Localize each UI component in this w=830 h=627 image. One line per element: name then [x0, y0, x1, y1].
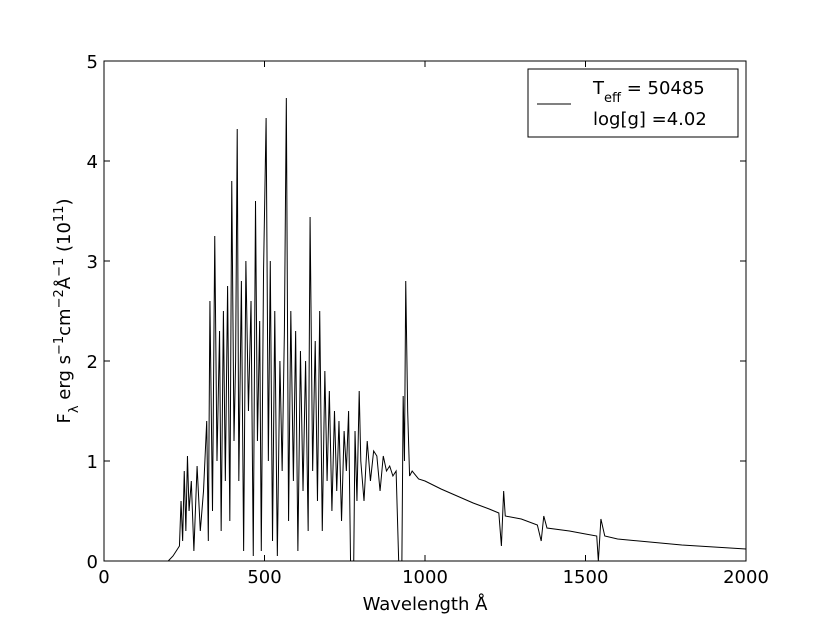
y-tick-label: 2	[87, 352, 98, 373]
label-part: −1	[52, 258, 67, 277]
label-part: −2	[52, 289, 67, 308]
x-axis-label: Wavelength Å	[363, 593, 489, 615]
label-part: 11	[52, 206, 67, 223]
label-part: eff	[604, 91, 622, 106]
y-tick-label: 0	[87, 552, 98, 573]
plot-area	[167, 97, 747, 562]
y-tick-label: 5	[87, 52, 98, 73]
legend-label: Teff = 50485	[592, 78, 705, 106]
label-part: T	[592, 78, 605, 99]
legend: Teff = 50485 log[g] =4.02	[527, 68, 739, 138]
label-part: (10	[54, 222, 75, 258]
label-part: cm	[54, 308, 75, 335]
label-part: F	[54, 413, 75, 423]
y-tick-label: 3	[87, 252, 98, 273]
legend-label: log[g] =4.02	[593, 109, 707, 130]
x-tick-label: 1000	[402, 567, 448, 588]
label-part: erg s	[54, 355, 75, 405]
label-part: λ	[67, 405, 82, 413]
label-part: Å	[53, 276, 75, 289]
y-tick-label: 4	[87, 152, 98, 173]
x-tick-label: 2000	[723, 567, 769, 588]
legend-box	[527, 68, 739, 138]
x-tick-label: 0	[98, 567, 109, 588]
x-tick-label: 500	[247, 567, 281, 588]
y-tick-label: 1	[87, 452, 98, 473]
x-tick-label: 1500	[563, 567, 609, 588]
label-part: = 50485	[621, 78, 705, 99]
label-part: −1	[52, 336, 67, 355]
spectrum-line	[167, 97, 747, 562]
label-part: )	[54, 199, 75, 206]
y-axis-label: Fλ erg s−1cm−2Å−1 (1011)	[52, 199, 82, 424]
